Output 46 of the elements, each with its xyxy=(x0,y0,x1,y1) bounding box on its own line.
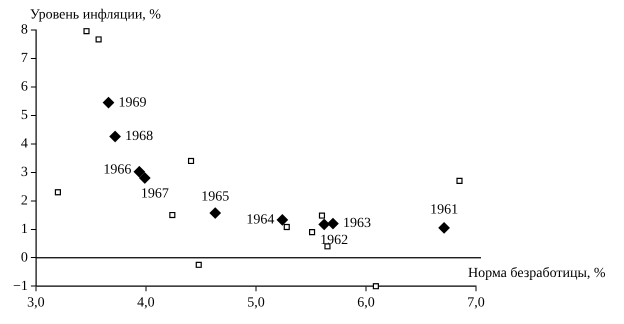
annotation: 1961 xyxy=(430,202,458,218)
point xyxy=(139,172,150,184)
y-tick-label: 0 xyxy=(20,250,28,266)
x-tick-label: 7,0 xyxy=(467,295,485,310)
point xyxy=(318,212,326,219)
y-tick-label: 2 xyxy=(20,193,28,208)
point xyxy=(54,189,61,196)
annotation: 1966 xyxy=(103,162,132,178)
annotation: 1964 xyxy=(246,212,274,228)
annotation: 1969 xyxy=(118,95,147,110)
annotation: 1963 xyxy=(342,216,371,232)
point xyxy=(110,130,121,142)
point xyxy=(438,222,450,234)
y-tick-label: 7 xyxy=(20,51,28,66)
point xyxy=(308,229,316,236)
point xyxy=(456,178,463,184)
point xyxy=(134,166,145,178)
point xyxy=(276,214,288,226)
point xyxy=(102,96,114,108)
x-tick-label: 4,0 xyxy=(137,295,155,310)
annotation: 1967 xyxy=(140,186,169,202)
x-tick-label: 5,0 xyxy=(247,295,265,310)
point xyxy=(83,28,90,34)
y-tick-label: 6 xyxy=(20,80,28,95)
point xyxy=(284,224,290,230)
y-tick-label: 4 xyxy=(20,136,28,152)
point xyxy=(196,262,202,268)
point xyxy=(169,212,176,218)
point xyxy=(210,207,221,219)
x-tick-label: 6,0 xyxy=(357,295,375,310)
point xyxy=(372,283,379,290)
y-tick-label: 8 xyxy=(20,22,28,38)
annotation: 1968 xyxy=(125,129,154,144)
point xyxy=(318,218,330,230)
point xyxy=(188,158,194,164)
y-tick-label: 5 xyxy=(20,108,28,124)
x-axis-title: Норма безработицы, % xyxy=(468,266,606,281)
point xyxy=(327,218,339,230)
y-axis-title: Уровень инфляции, % xyxy=(30,8,162,23)
point xyxy=(96,36,102,42)
annotation: 1965 xyxy=(201,190,230,205)
y-tick-label: 1 xyxy=(20,222,28,237)
y-tick-label: 3 xyxy=(20,165,28,180)
y-tick-label: −1 xyxy=(12,278,28,294)
x-tick-label: 3,0 xyxy=(27,295,45,310)
annotation: 1962 xyxy=(320,233,348,248)
